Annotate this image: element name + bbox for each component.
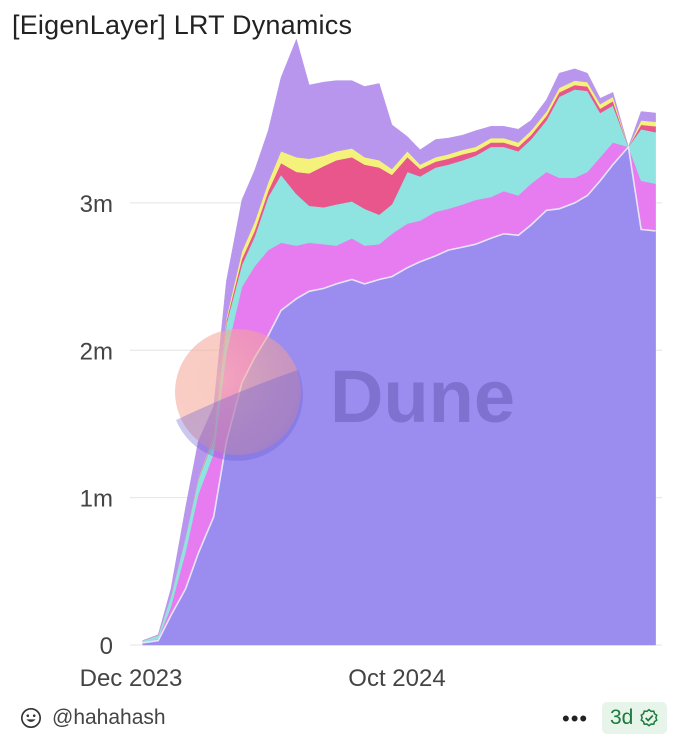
lrt-area-chart: Dune 0 1m 2m 3m Dec 2023 Oct 2024 — [80, 38, 662, 692]
x-tick-label: Oct 2024 — [348, 665, 445, 692]
y-tick-label: 0 — [100, 633, 113, 660]
author-name: @hahahash — [52, 706, 166, 729]
smiley-icon — [21, 708, 41, 728]
refresh-badge-label: 3d — [610, 706, 634, 729]
x-axis: Dec 2023 Oct 2024 — [80, 665, 446, 692]
y-axis: 0 1m 2m 3m — [80, 191, 113, 660]
x-tick-label: Dec 2023 — [80, 665, 183, 692]
y-tick-label: 3m — [80, 191, 113, 218]
chart-areas — [142, 38, 656, 646]
dune-logo-shade — [176, 370, 303, 461]
footer: @hahahash ••• 3d — [0, 700, 676, 740]
dune-watermark-text: Dune — [330, 355, 515, 438]
dune-logo-icon — [175, 329, 301, 455]
page-title: [EigenLayer] LRT Dynamics — [12, 10, 353, 40]
more-icon[interactable]: ••• — [562, 706, 589, 731]
check-circle-icon — [640, 708, 659, 727]
dune-watermark: Dune — [175, 329, 515, 461]
refresh-badge[interactable]: 3d — [602, 702, 668, 734]
y-tick-label: 1m — [80, 486, 113, 513]
y-tick-label: 2m — [80, 338, 113, 365]
area-series-6 — [142, 38, 656, 641]
author-link[interactable]: @hahahash — [20, 706, 166, 730]
